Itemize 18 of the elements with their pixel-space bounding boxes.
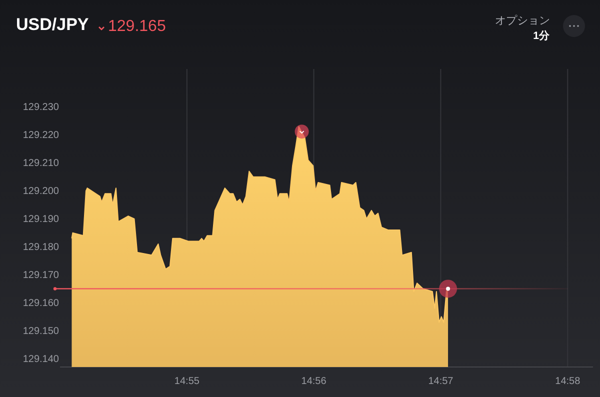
chart-subtitle: 129.165 xyxy=(108,18,166,35)
y-tick-label: 129.190 xyxy=(22,214,60,226)
y-tick-label: 129.150 xyxy=(22,326,60,337)
x-tick-label: 14:58 xyxy=(555,376,581,388)
x-tick-label: 14:55 xyxy=(174,376,200,388)
y-tick-label: 129.220 xyxy=(22,130,60,142)
y-tick-label: 129.200 xyxy=(22,186,60,198)
y-tick-label: 129.210 xyxy=(22,158,60,170)
text: オプション xyxy=(495,14,550,27)
y-tick-label: 129.160 xyxy=(22,298,60,309)
chart-title: USD/JPY xyxy=(16,15,90,34)
x-tick-label: 14:56 xyxy=(301,376,327,388)
y-tick-label: 129.180 xyxy=(22,242,60,253)
y-tick-label: 129.230 xyxy=(22,102,60,114)
y-tick-label: 129.140 xyxy=(22,354,60,365)
x-tick-label: 14:57 xyxy=(428,376,454,388)
y-tick-label: 129.170 xyxy=(22,270,60,281)
text: 1分 xyxy=(533,29,551,42)
